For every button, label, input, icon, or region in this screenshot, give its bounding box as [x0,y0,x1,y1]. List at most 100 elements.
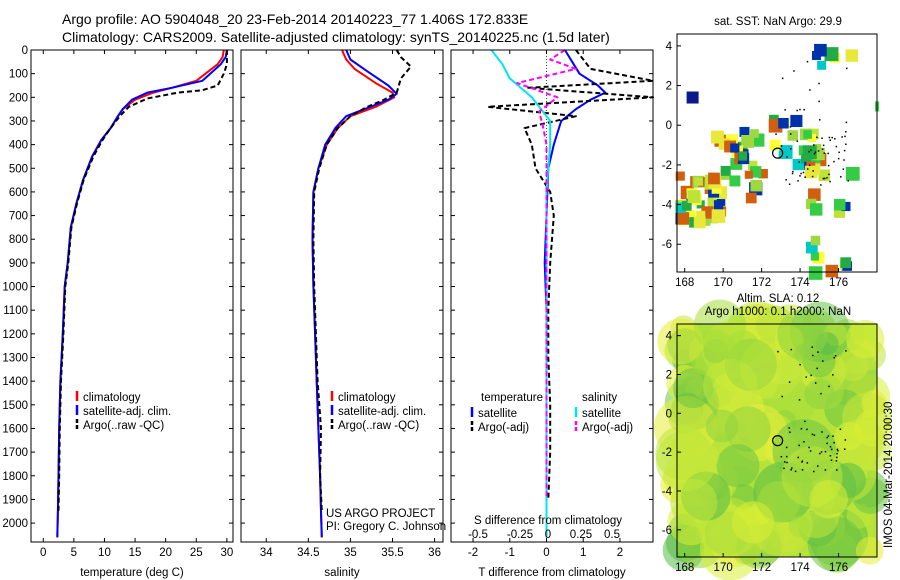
sla-map-title-line-2: Argo h1000: 0.1 h2000: NaN [705,306,851,318]
temperature-panel [30,49,234,543]
island-dot [813,470,815,473]
sst-pixel [687,190,701,204]
island-dot [812,354,814,357]
sst-pixel [805,241,818,254]
depth-tick-label: 1700 [2,447,28,459]
island-dot [790,348,793,351]
depth-tick-label: 1800 [2,471,28,483]
island-dot [826,176,828,179]
island-dot [808,164,811,166]
island-dot [789,133,792,135]
island-dot [811,433,814,436]
salinity-panel [240,49,444,543]
island-dot [806,60,809,63]
sla-field-blob [716,444,760,488]
salinity-x-axis-label: salinity [324,567,359,579]
sst-pixel [810,235,821,246]
island-dot [827,152,829,155]
depth-tick-label: 200 [9,92,28,104]
island-dot [838,151,840,154]
diff-legend-label: satellite [478,408,517,420]
island-dot [800,427,803,430]
island-dot [836,452,838,455]
sst_map-y-tick-label: -2 [662,160,672,172]
sst-pixel [833,206,846,218]
island-dot [821,137,823,139]
sst-pixel [812,156,821,165]
temperature-x-tick-label: 15 [129,547,142,559]
difference-panel [450,49,654,543]
island-dot [845,131,847,133]
depth-tick-label: 300 [9,116,28,128]
sst-pixel [711,209,726,223]
depth-tick-label: 500 [9,163,28,175]
sla-field-blob [854,409,892,447]
sla_map-x-tick-label: 176 [829,562,848,574]
island-dot [831,136,833,139]
island-dot [781,77,784,80]
depth-tick-label: 1100 [3,305,28,317]
sla_map-x-tick-label: 170 [714,562,733,574]
island-dot [829,455,832,457]
sla_map-y-tick-label: 4 [666,331,673,343]
island-dot [837,450,839,452]
island-dot [819,452,821,455]
sst-pixel [810,203,823,216]
sst-pixel [808,188,821,201]
depth-tick-label: 1300 [2,353,28,365]
island-dot [808,446,810,449]
sst-pixel [814,43,827,57]
depth-tick-label: 400 [9,140,28,152]
sla-field-blob [696,445,720,469]
island-dot [806,168,809,170]
difference-series-line-3 [516,49,577,500]
island-dot [845,67,848,70]
island-dot [826,436,828,439]
sst-pixel [769,139,781,151]
island-dot [843,149,846,152]
sst-pixel [711,130,724,144]
sla_map-x-tick-label: 172 [752,562,771,574]
temperature-x-axis-label: temperature (deg C) [80,567,184,579]
sst-pixel [686,91,699,104]
salinity-legend-label: Argo(..raw -QC) [338,420,419,432]
salinity-series-line-2 [312,49,412,512]
salinity-series-line-0 [311,49,396,538]
sst-pixel [750,179,762,192]
island-dot [824,469,827,471]
diff-s-tick-label: 0.5 [604,529,620,541]
island-dot [829,445,832,448]
sla_map-x-tick-label: 174 [790,562,810,574]
island-dot [786,461,788,464]
sst_map-x-tick-label: 176 [829,277,848,289]
island-dot [799,108,801,111]
island-dot [827,435,830,437]
sst-pixel [707,197,717,207]
sla_map-x-tick-label: 168 [675,562,694,574]
island-dot [847,180,849,182]
sla-field-blob [657,318,704,365]
depth-tick-label: 1400 [2,376,28,388]
sst-pixel [729,175,741,187]
difference-x-tick-label: 0 [543,547,549,559]
sla-field-blob [731,501,775,544]
island-dot [828,385,830,388]
figure-title-line-2: Climatology: CARS2009. Satellite-adjuste… [62,29,610,45]
island-dot [833,160,835,163]
depth-tick-label: 1200 [2,329,28,341]
island-dot [821,360,824,362]
sla-field-blob [724,406,771,452]
island-dot [791,467,793,469]
island-dot [796,140,799,142]
sst-pixel [724,140,737,153]
imos-timestamp-label: IMOS 04-Mar-2014 20:00:30 [883,402,895,548]
island-dot [842,168,845,170]
sst-pixel [730,143,740,153]
sst_map-frame [676,33,878,273]
island-dot [826,442,828,445]
sst-pixel [738,151,747,161]
depth-tick-label: 1500 [2,400,28,412]
island-dot [820,184,822,186]
island-dot [798,399,801,401]
